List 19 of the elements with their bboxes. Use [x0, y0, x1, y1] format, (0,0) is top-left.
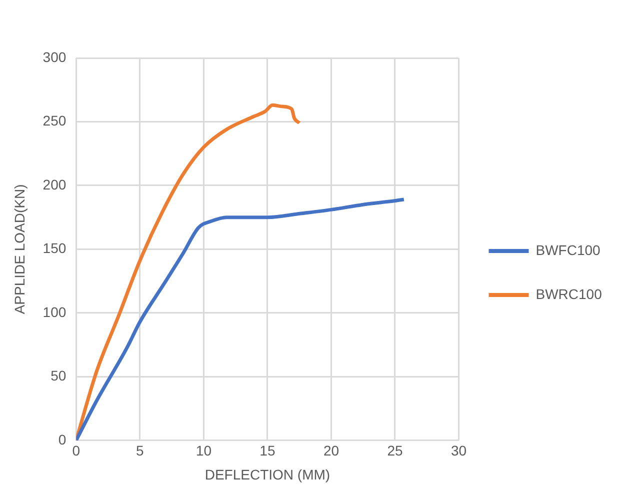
- y-tick-label: 150: [42, 240, 66, 256]
- y-tick-label: 100: [42, 304, 66, 320]
- x-axis-title: DEFLECTION (MM): [204, 466, 330, 482]
- x-tick-label: 0: [72, 442, 80, 459]
- legend-label: BWRC100: [536, 286, 602, 302]
- x-tick-label: 5: [136, 442, 144, 459]
- x-tick-label: 25: [387, 442, 403, 459]
- x-tick-label: 10: [196, 442, 212, 459]
- legend-label: BWFC100: [536, 242, 601, 258]
- y-tick-label: 250: [42, 112, 66, 129]
- x-tick-label: 30: [450, 442, 467, 459]
- y-tick-label: 0: [58, 431, 66, 448]
- line-series: [76, 198, 406, 440]
- y-tick-label: 200: [42, 176, 66, 192]
- y-tick-label: 50: [50, 368, 66, 384]
- x-tick-label: 15: [260, 442, 276, 459]
- y-tick-label: 300: [42, 48, 66, 65]
- x-tick-label: 20: [323, 442, 340, 459]
- y-axis-title: APPLIDE LOAD(KN): [11, 184, 28, 314]
